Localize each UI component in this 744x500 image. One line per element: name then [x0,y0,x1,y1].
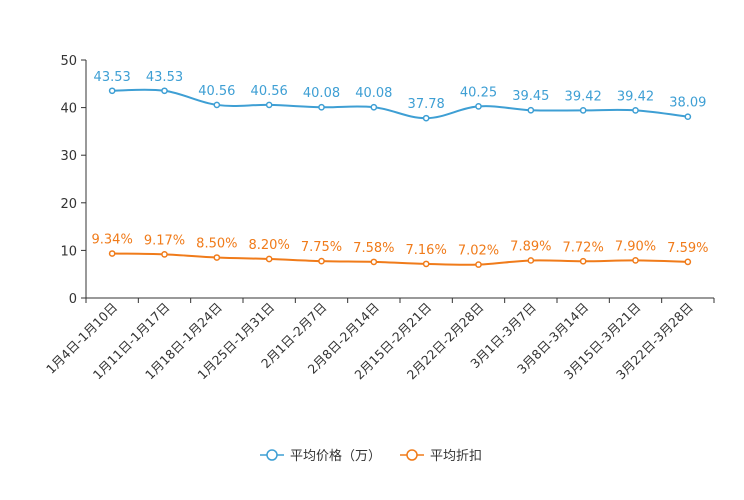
y-tick-label: 20 [60,197,77,212]
data-label: 7.02% [458,244,499,259]
data-label: 43.53 [94,70,131,85]
legend-label: 平均价格（万） [290,448,381,464]
series-line [112,88,688,120]
data-label: 7.16% [406,243,447,258]
y-tick-label: 40 [60,102,77,117]
data-label: 39.42 [565,89,602,104]
data-point[interactable] [161,87,168,95]
data-label: 8.20% [249,238,290,253]
data-label: 7.72% [563,240,604,255]
legend: 平均价格（万） 平均折扣 [260,448,482,464]
data-label: 39.45 [512,89,549,104]
data-label: 40.08 [303,86,340,101]
data-point[interactable] [370,258,378,266]
data-point[interactable] [265,255,273,263]
data-point[interactable] [579,257,587,265]
data-point[interactable] [475,261,482,268]
y-tick-label: 10 [60,244,77,259]
data-point[interactable] [684,258,692,266]
data-point[interactable] [527,106,535,114]
y-axis-ticks: 0 10 20 30 40 50 [60,54,86,307]
data-point[interactable] [108,87,116,95]
series-layer: 43.53 43.53 40.56 40.56 40.08 40.08 37.78 40.25… [92,70,708,268]
data-point[interactable] [632,257,639,264]
data-point[interactable] [213,254,221,261]
data-label: 40.56 [198,84,235,99]
legend-marker-icon [406,449,418,461]
y-tick-label: 30 [60,149,77,164]
data-point[interactable] [422,114,430,122]
data-point[interactable] [632,107,639,114]
data-point[interactable] [684,113,692,121]
data-label: 40.08 [355,86,392,101]
legend-item-0[interactable]: 平均价格（万） [260,448,381,464]
data-point[interactable] [213,101,221,109]
data-point[interactable] [527,257,535,264]
data-label: 40.56 [251,84,288,99]
data-label: 7.58% [353,241,394,256]
series-0: 43.53 43.53 40.56 40.56 40.08 40.08 37.78 40.25… [94,70,706,122]
data-point[interactable] [265,101,273,109]
series-1: 9.34% 9.17% 8.50% 8.20% 7.75% 7.58% 7.16% 7.02%… [92,233,708,268]
data-label: 38.09 [669,96,706,111]
data-point[interactable] [108,250,116,257]
data-label: 7.89% [510,239,551,254]
data-label: 7.59% [667,241,708,256]
data-label: 43.53 [146,70,183,85]
data-label: 37.78 [408,97,445,112]
data-point[interactable] [161,251,168,258]
y-tick-label: 50 [60,54,77,69]
data-point[interactable] [579,107,587,114]
legend-marker-icon [266,449,278,461]
data-label: 7.75% [301,240,342,255]
data-label: 39.42 [617,89,654,104]
legend-label: 平均折扣 [430,449,482,464]
series-line [112,252,688,266]
data-label: 9.17% [144,233,185,248]
data-point[interactable] [370,103,378,111]
y-tick-label: 0 [69,292,77,307]
data-label: 40.25 [460,85,497,100]
legend-item-1[interactable]: 平均折扣 [400,449,482,464]
data-point[interactable] [318,257,325,265]
data-label: 8.50% [196,237,237,252]
data-point[interactable] [422,260,430,268]
data-label: 9.34% [92,233,133,248]
data-point[interactable] [318,103,325,111]
data-point[interactable] [475,103,482,110]
data-label: 7.90% [615,239,656,254]
x-axis-ticks: 1月4日-1月10日1月11日-1月17日1月18日-1月24日1月25日-1月… [43,298,715,382]
